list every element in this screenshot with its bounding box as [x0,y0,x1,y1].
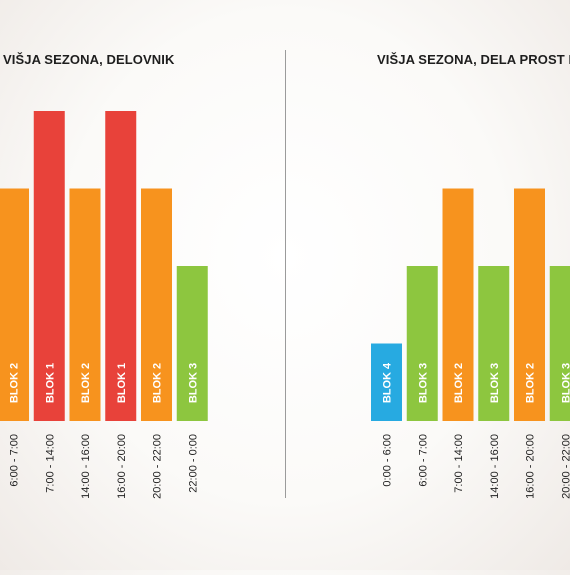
bar [105,111,137,421]
bar-block-label: BLOK 3 [187,363,199,403]
bar [478,266,510,421]
x-tick-label: 20:00 - 22:00 [560,434,570,499]
bar [371,343,402,421]
bar [0,188,29,421]
bar-block-label: BLOK 4 [382,362,394,403]
x-tick-label: 14:00 - 16:00 [489,434,501,499]
bar [33,111,65,421]
bar-block-label: BLOK 2 [152,363,164,403]
bar-block-label: BLOK 1 [44,363,56,403]
x-tick-label: 16:00 - 20:00 [525,434,537,499]
bar [141,188,172,421]
bar-block-label: BLOK 3 [417,363,429,403]
x-tick-label: 0:00 - 6:00 [382,434,394,487]
bar [514,188,545,421]
panel-divider [285,50,286,498]
x-tick-label: 22:00 - 0:00 [187,434,199,493]
x-tick-label: 7:00 - 14:00 [44,434,56,493]
bar [176,266,208,421]
chart-title-workday: VIŠJA SEZONA, DELOVNIK [3,52,175,67]
bar-block-label: BLOK 2 [525,363,537,403]
bar-block-label: BLOK 2 [453,363,465,403]
bar [406,266,438,421]
bar-block-label: BLOK 2 [9,363,21,403]
bar [69,188,101,421]
x-tick-label: 6:00 - 7:00 [417,434,429,487]
x-tick-label: 14:00 - 16:00 [80,434,92,499]
bar [549,266,570,421]
bar-block-label: BLOK 3 [560,363,570,403]
x-tick-label: 7:00 - 14:00 [453,434,465,493]
x-tick-label: 16:00 - 20:00 [116,434,128,499]
bar-block-label: BLOK 2 [80,363,92,403]
x-tick-label: 6:00 - 7:00 [9,434,21,487]
bar-block-label: BLOK 3 [489,363,501,403]
x-tick-label: 20:00 - 22:00 [152,434,164,499]
bar-block-label: BLOK 1 [116,363,128,403]
bar [442,188,474,421]
chart-title-non-working-day: VIŠJA SEZONA, DELA PROST D [377,52,570,67]
